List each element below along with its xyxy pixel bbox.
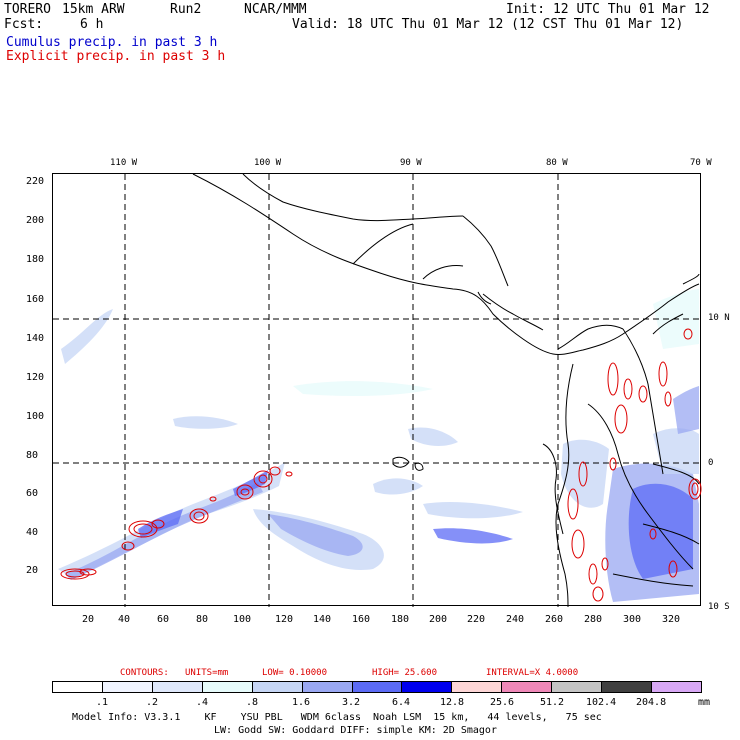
contours-low: LOW= 0.10000 (262, 668, 328, 678)
lat-label-10s: 10 S (708, 602, 730, 612)
legend-swatch (552, 682, 603, 692)
contours-high: HIGH= 25.600 (372, 668, 438, 678)
coastlines (192, 174, 700, 607)
legend-unit: mm (698, 697, 711, 708)
y-tick: 120 (26, 372, 45, 383)
explicit-precip-contours (60, 328, 702, 602)
x-tick: 160 (352, 614, 371, 625)
lon-label-110w: 110 W (110, 158, 138, 168)
forecast-label: Fcst: (4, 17, 44, 32)
run-label: Run2 (170, 2, 202, 17)
x-tick: 220 (467, 614, 486, 625)
legend-swatch (102, 682, 153, 692)
legend-value: 1.6 (292, 697, 311, 708)
legend-value: 3.2 (342, 697, 361, 708)
y-tick: 20 (26, 565, 39, 576)
model-info-line2: LW: Godd SW: Goddard DIFF: simple KM: 2D… (214, 725, 497, 736)
x-tick: 180 (391, 614, 410, 625)
cumulus-precip-shading (58, 289, 699, 602)
legend-swatch (302, 682, 353, 692)
legend-value: 102.4 (586, 697, 617, 708)
contours-units: UNITS=mm (185, 668, 229, 678)
legend-swatch (402, 682, 453, 692)
lon-label-80w: 80 W (546, 158, 568, 168)
x-tick: 120 (275, 614, 294, 625)
legend-color-bar (52, 681, 702, 693)
lat-label-10n: 10 N (708, 313, 730, 323)
field-cumulus-title: Cumulus precip. in past 3 h (6, 35, 218, 50)
x-tick: 60 (157, 614, 170, 625)
legend-swatch (352, 682, 403, 692)
precip-map (52, 173, 702, 607)
x-tick: 240 (506, 614, 525, 625)
y-tick: 200 (26, 215, 45, 226)
x-tick: 200 (429, 614, 448, 625)
init-time: Init: 12 UTC Thu 01 Mar 12 (506, 2, 710, 17)
legend-swatch (152, 682, 203, 692)
legend-swatch (202, 682, 253, 692)
x-tick: 320 (662, 614, 681, 625)
y-tick: 40 (26, 527, 39, 538)
legend-value: 12.8 (440, 697, 465, 708)
x-tick: 280 (584, 614, 603, 625)
model-name: TORERO (4, 2, 51, 17)
x-tick: 140 (313, 614, 332, 625)
lat-label-0: 0 (708, 458, 714, 468)
legend-swatch (602, 682, 653, 692)
y-tick: 60 (26, 488, 39, 499)
y-tick: 140 (26, 333, 45, 344)
legend-value: .2 (146, 697, 159, 708)
legend-value: .4 (196, 697, 209, 708)
x-tick: 40 (118, 614, 131, 625)
legend-swatch (652, 682, 701, 692)
y-tick: 100 (26, 411, 45, 422)
legend-value: .8 (246, 697, 259, 708)
contours-label: CONTOURS: (120, 668, 169, 678)
map-canvas (53, 174, 702, 607)
resolution: 15km ARW (62, 2, 125, 17)
legend-swatch (252, 682, 303, 692)
x-tick: 80 (196, 614, 209, 625)
field-explicit-title: Explicit precip. in past 3 h (6, 49, 226, 64)
legend-value: .1 (96, 697, 109, 708)
legend-value: 51.2 (540, 697, 565, 708)
y-tick: 160 (26, 294, 45, 305)
y-tick: 80 (26, 450, 39, 461)
contours-interval: INTERVAL=X 4.0000 (486, 668, 579, 678)
y-tick: 180 (26, 254, 45, 265)
legend-value: 25.6 (490, 697, 515, 708)
legend-swatch (53, 682, 103, 692)
legend-value: 6.4 (392, 697, 411, 708)
x-tick: 260 (545, 614, 564, 625)
lon-label-100w: 100 W (254, 158, 282, 168)
lat-lon-grid (53, 174, 702, 607)
lon-label-70w: 70 W (690, 158, 712, 168)
legend-swatch (502, 682, 553, 692)
legend-swatch (452, 682, 503, 692)
x-tick: 300 (623, 614, 642, 625)
organization: NCAR/MMM (244, 2, 307, 17)
y-tick: 220 (26, 176, 45, 187)
model-info-line1: Model Info: V3.3.1 KF YSU PBL WDM 6class… (72, 712, 602, 723)
x-tick: 20 (82, 614, 95, 625)
valid-time: Valid: 18 UTC Thu 01 Mar 12 (12 CST Thu … (292, 17, 684, 32)
forecast-hour: 6 h (80, 17, 104, 32)
x-tick: 100 (233, 614, 252, 625)
legend-value: 204.8 (636, 697, 667, 708)
lon-label-90w: 90 W (400, 158, 422, 168)
